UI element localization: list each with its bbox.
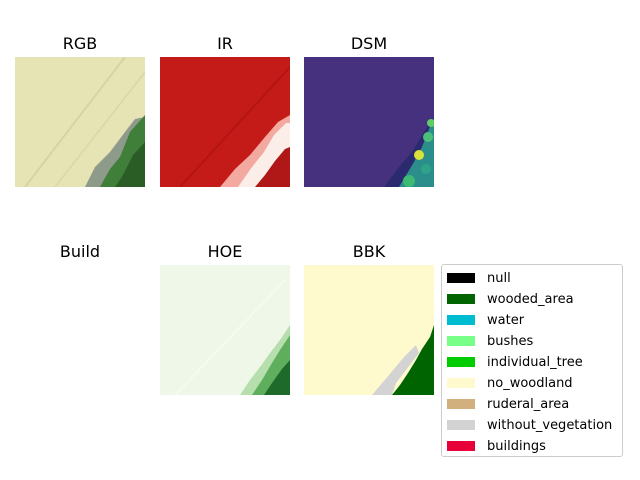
legend-swatch-individual-tree bbox=[447, 357, 475, 367]
legend-label: wooded_area bbox=[487, 291, 574, 307]
legend-item: wooded_area bbox=[447, 291, 574, 307]
legend-label: water bbox=[487, 312, 525, 328]
legend-label: individual_tree bbox=[487, 354, 583, 370]
legend-item: individual_tree bbox=[447, 354, 583, 370]
legend-label: ruderal_area bbox=[487, 396, 570, 412]
dsm-image bbox=[304, 57, 434, 187]
legend-item: ruderal_area bbox=[447, 396, 570, 412]
legend-item: no_woodland bbox=[447, 375, 573, 391]
panel-title-rgb: RGB bbox=[62, 34, 98, 53]
panel-title-hoe: HOE bbox=[207, 242, 243, 261]
legend-label: no_woodland bbox=[487, 375, 573, 391]
legend-swatch-buildings bbox=[447, 441, 475, 451]
legend-label: buildings bbox=[487, 438, 546, 454]
legend-item: null bbox=[447, 270, 511, 286]
legend-swatch-no-woodland bbox=[447, 378, 475, 388]
panel-title-bbk: BBK bbox=[352, 242, 386, 261]
legend-swatch-without-vegetation bbox=[447, 420, 475, 430]
hoe-image bbox=[160, 265, 290, 395]
legend-swatch-water bbox=[447, 315, 475, 325]
legend-item: without_vegetation bbox=[447, 417, 613, 433]
legend-label: bushes bbox=[487, 333, 534, 349]
legend-item: buildings bbox=[447, 438, 546, 454]
legend-item: bushes bbox=[447, 333, 534, 349]
legend-label: null bbox=[487, 270, 511, 286]
panel-title-build: Build bbox=[59, 242, 101, 261]
legend-item: water bbox=[447, 312, 525, 328]
legend-swatch-wooded-area bbox=[447, 294, 475, 304]
panel-title-ir: IR bbox=[217, 34, 233, 53]
ir-image bbox=[160, 57, 290, 187]
legend-swatch-ruderal-area bbox=[447, 399, 475, 409]
legend-swatch-bushes bbox=[447, 336, 475, 346]
panel-title-dsm: DSM bbox=[350, 34, 388, 53]
bbk-image bbox=[304, 265, 434, 395]
legend-swatch-null bbox=[447, 273, 475, 283]
legend: null wooded_area water bushes individual… bbox=[441, 264, 623, 457]
legend-label: without_vegetation bbox=[487, 417, 613, 433]
rgb-image bbox=[15, 57, 145, 187]
